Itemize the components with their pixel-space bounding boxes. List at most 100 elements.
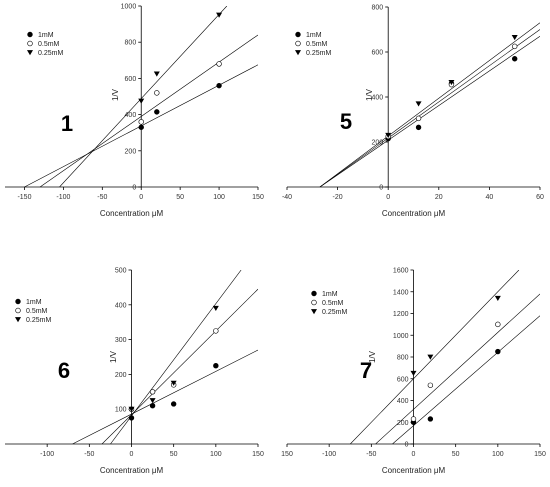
y-tick-label: 800 (397, 355, 409, 362)
y-tick-label: 200 (397, 420, 409, 427)
data-point (149, 389, 156, 395)
y-tick-label: 300 (115, 337, 127, 344)
y-tick-label: 600 (125, 76, 137, 83)
y-tick-label: 0 (132, 185, 136, 192)
y-tick-label: 1400 (393, 289, 409, 296)
data-point (427, 382, 434, 388)
data-point (170, 401, 177, 407)
x-tick-label: -50 (84, 451, 94, 458)
x-tick-label: -150 (17, 194, 31, 201)
y-tick-label: 1000 (121, 4, 137, 11)
legend-marker (311, 290, 317, 297)
x-tick-label: -100 (56, 194, 70, 201)
data-point (448, 79, 455, 86)
x-tick-label: 60 (536, 194, 544, 201)
y-tick-label: 600 (372, 50, 384, 57)
legend-label: 0.5mM (38, 41, 60, 48)
y-tick-label: 800 (372, 5, 384, 12)
x-tick-label: 20 (435, 194, 443, 201)
data-point (410, 370, 417, 377)
y-tick-label: 200 (115, 372, 127, 379)
y-tick-label: 400 (125, 112, 137, 119)
y-tick-label: 200 (125, 148, 137, 155)
x-axis-label: Concentration μM (100, 466, 164, 475)
y-axis-label: 1/V (368, 350, 377, 363)
x-axis-label: Concentration μM (100, 209, 164, 218)
data-point (216, 82, 222, 89)
data-point (511, 56, 518, 62)
legend-label: 0.25mM (26, 317, 51, 324)
x-tick-label: 150 (281, 451, 293, 458)
legend-label: 1mM (306, 32, 322, 39)
data-point (149, 398, 156, 404)
legend-marker (15, 317, 21, 323)
x-tick-label: -50 (366, 451, 376, 458)
y-axis-label: 1/V (365, 88, 374, 101)
data-point (138, 119, 144, 125)
data-point (153, 71, 160, 77)
legend-marker (27, 40, 33, 47)
x-tick-label: 0 (386, 194, 390, 201)
legend-marker (27, 31, 33, 38)
data-point (213, 363, 219, 369)
data-point (138, 98, 145, 104)
data-point (149, 403, 156, 409)
data-point (415, 124, 422, 131)
chart-panel-1: -150 -100 -50 0 50 100 150 0 200 400 600 800 1000 Con… (5, 4, 264, 218)
data-point (128, 406, 135, 412)
fit-lines (350, 270, 540, 444)
x-tick-label: -20 (333, 194, 343, 201)
x-tick-label: 100 (492, 451, 504, 458)
x-tick-label: 0 (130, 451, 134, 458)
data-point (495, 321, 501, 328)
data-point (511, 43, 518, 50)
chart-panel-6: -100 -50 0 50 100 150 100 200 300 400 500 Concentra… (5, 268, 264, 475)
x-axis-label: Concentration μM (382, 466, 446, 475)
fit-line (110, 270, 242, 444)
x-tick-label: 0 (139, 194, 143, 201)
data-point (154, 90, 160, 96)
x-tick-label: 150 (534, 451, 546, 458)
fit-line (375, 293, 540, 444)
fit-line (350, 270, 520, 444)
legend-label: 0.5mM (26, 308, 48, 315)
legend-marker (15, 298, 21, 305)
data-point (212, 305, 219, 311)
legend-marker (311, 309, 317, 315)
x-tick-label: -50 (97, 194, 107, 201)
fit-line (101, 288, 258, 444)
data-point (410, 416, 417, 422)
panel-number: 7 (360, 358, 372, 383)
fit-line (392, 315, 540, 444)
y-tick-label: 400 (372, 95, 384, 102)
legend: 1mM 0.5mM 0.25mM (15, 298, 51, 324)
data-point (385, 132, 392, 138)
panel-number: 5 (340, 109, 352, 134)
legend: 1mM 0.5mM 0.25mM (311, 290, 347, 316)
chart-panel-7: 150 -100 -50 0 50 100 150 0 200 400 600 800 1000 1200… (281, 268, 546, 476)
data-point (494, 295, 501, 301)
y-tick-label: 100 (115, 407, 127, 414)
data-point (427, 354, 434, 360)
data-point (138, 124, 144, 130)
y-tick-label: 600 (397, 376, 409, 383)
y-tick-label: 500 (115, 268, 127, 275)
legend-marker (15, 307, 21, 314)
data-point (511, 34, 518, 41)
y-tick-label: 0 (379, 185, 383, 192)
y-tick-label: 1600 (393, 268, 409, 275)
fit-line (39, 34, 258, 187)
x-tick-label: 40 (486, 194, 494, 201)
x-tick-label: 50 (176, 194, 184, 201)
legend-label: 1mM (26, 299, 42, 306)
legend-label: 1mM (322, 291, 338, 298)
x-tick-label: 50 (170, 451, 178, 458)
y-tick-label: 400 (397, 398, 409, 405)
x-tick-label: 100 (213, 194, 225, 201)
data-point (495, 348, 501, 355)
data-point (415, 115, 422, 122)
fit-line (59, 6, 228, 187)
data-point (415, 101, 422, 107)
fit-line (319, 36, 540, 187)
y-tick-label: 0 (405, 442, 409, 449)
